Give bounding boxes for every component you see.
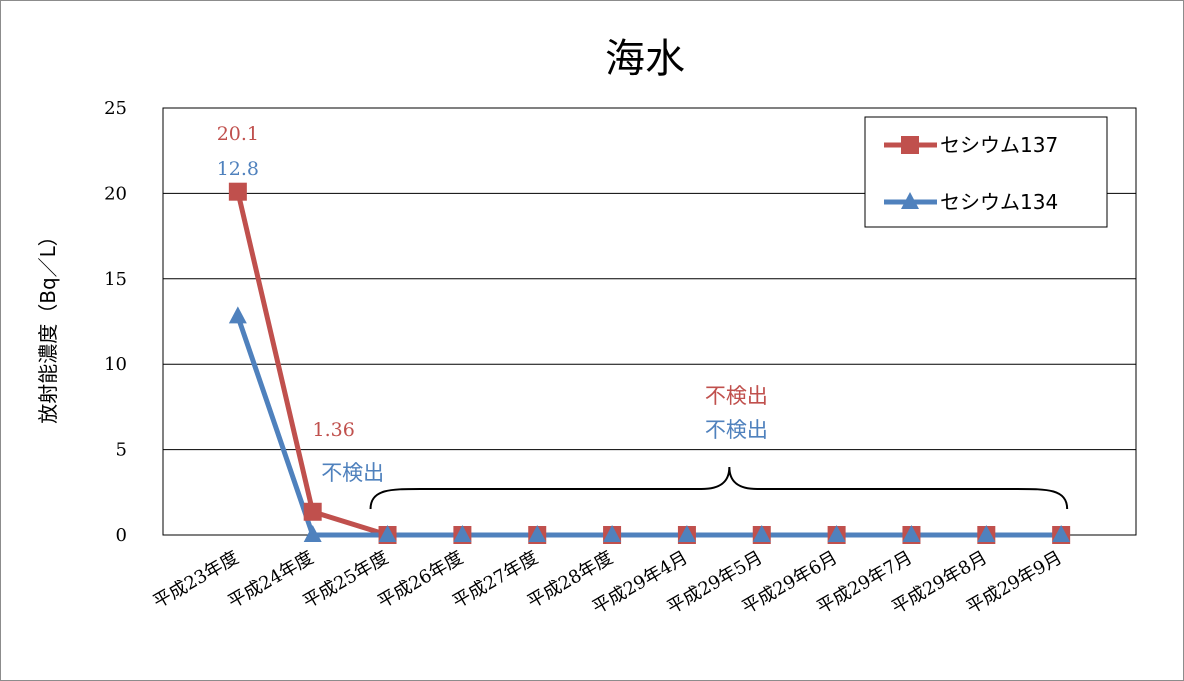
- series-cs134: [235, 315, 1062, 538]
- y-tick-label: 15: [104, 269, 127, 290]
- markers-cs134: [228, 306, 1071, 542]
- data-label: 1.36: [313, 419, 355, 441]
- marker-triangle: [827, 525, 846, 542]
- series-group: [228, 182, 1071, 544]
- marker-triangle: [901, 192, 919, 209]
- brace-label-137: 不検出: [705, 384, 768, 408]
- marker-triangle: [453, 525, 472, 542]
- y-tick-label: 0: [116, 525, 127, 546]
- y-axis: 0 5 10 15 20 25: [104, 98, 127, 546]
- data-label: 12.8: [217, 158, 259, 180]
- data-label: 20.1: [217, 123, 259, 145]
- legend-entry: セシウム134: [884, 190, 1058, 214]
- marker-triangle: [378, 525, 397, 542]
- y-axis-label: 放射能濃度（Bq／L）: [36, 226, 60, 424]
- legend: セシウム137 セシウム134: [864, 116, 1108, 228]
- y-tick-label: 10: [104, 354, 127, 375]
- marker-triangle: [228, 306, 247, 324]
- brace-label-134: 不検出: [705, 418, 768, 442]
- chart-title: 海水: [605, 36, 685, 82]
- y-tick-label: 5: [116, 440, 127, 461]
- legend-entry: セシウム137: [884, 133, 1058, 157]
- legend-label: セシウム137: [940, 133, 1058, 157]
- marker-square: [228, 182, 247, 201]
- data-label: 不検出: [321, 461, 384, 485]
- marker-triangle: [977, 525, 996, 542]
- data-labels: 20.1 1.36 12.8 不検出: [217, 123, 385, 485]
- y-tick-label: 20: [104, 183, 127, 204]
- marker-triangle: [677, 525, 696, 542]
- marker-triangle: [902, 525, 921, 542]
- brace-shape: [369, 466, 1069, 510]
- x-axis: 平成23年度平成24年度平成25年度平成26年度平成27年度平成28年度平成29…: [150, 547, 1066, 618]
- marker-triangle: [603, 525, 622, 542]
- marker-triangle: [303, 525, 322, 542]
- y-tick-label: 25: [104, 98, 127, 119]
- legend-label: セシウム134: [940, 190, 1058, 214]
- series-line: [235, 315, 1062, 538]
- marker-square: [901, 136, 919, 154]
- marker-square: [303, 502, 322, 521]
- marker-triangle: [1052, 525, 1071, 542]
- marker-triangle: [752, 525, 771, 542]
- marker-triangle: [528, 525, 547, 542]
